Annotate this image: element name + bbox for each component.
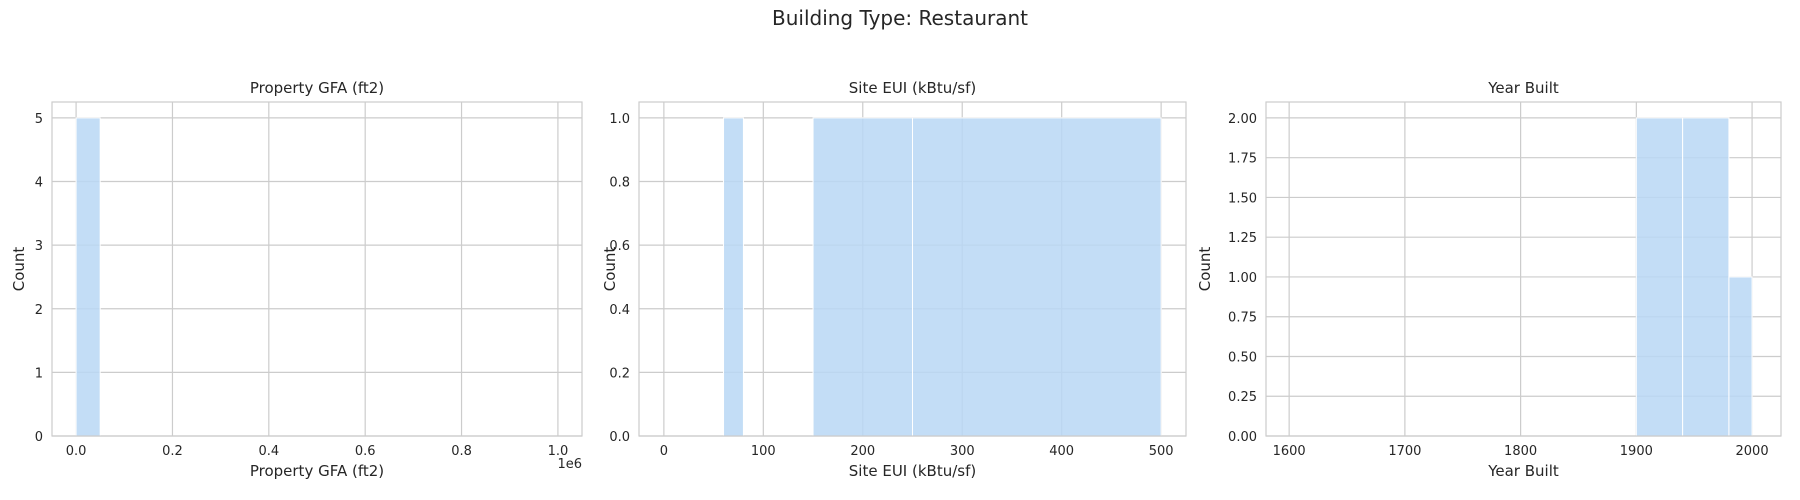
y-tick-label: 1.0	[609, 112, 630, 127]
x-tick-label: 200	[850, 444, 875, 459]
y-tick-label: 0.0	[609, 430, 630, 445]
histogram-bar	[912, 117, 1162, 437]
y-tick-label: 0.4	[609, 303, 630, 318]
y-tick-label: 1.75	[1228, 152, 1257, 167]
y-tick-label: 1	[35, 366, 43, 381]
x-tick-label: 0.0	[66, 444, 87, 459]
panel-title: Property GFA (ft2)	[250, 79, 384, 97]
y-tick-label: 1.00	[1228, 271, 1257, 286]
x-tick-label: 1700	[1388, 444, 1421, 459]
x-tick-label: 1.0	[548, 444, 569, 459]
x-tick-label: 1600	[1273, 444, 1306, 459]
x-tick-label: 0.8	[451, 444, 472, 459]
histogram-bar	[812, 117, 914, 437]
y-tick-label: 3	[35, 239, 43, 254]
y-tick-label: 0.00	[1228, 430, 1257, 445]
y-tick-label: 0.2	[609, 366, 630, 381]
histogram-bar	[723, 117, 744, 437]
y-tick-label: 2.00	[1228, 112, 1257, 127]
y-axis-label: Count	[1196, 247, 1214, 292]
y-tick-label: 5	[35, 112, 43, 127]
x-axis-label: Property GFA (ft2)	[250, 462, 384, 480]
x-tick-label: 500	[1149, 444, 1174, 459]
y-tick-label: 2	[35, 303, 43, 318]
y-tick-label: 0.75	[1228, 311, 1257, 326]
x-axis-label: Site EUI (kBtu/sf)	[849, 462, 976, 480]
y-tick-label: 0.50	[1228, 350, 1257, 365]
histogram-panel-3: 1600 1700 1800 1900 2000 0.00 0.25 0.50 0.75 1.00…	[1196, 79, 1782, 480]
y-tick-label: 0.25	[1228, 390, 1257, 405]
x-tick-label: 0.6	[355, 444, 376, 459]
x-offset-text: 1e6	[557, 457, 582, 472]
y-tick-label: 1.25	[1228, 231, 1257, 246]
y-tick-label: 1.50	[1228, 191, 1257, 206]
figure-title: Building Type: Restaurant	[771, 6, 1028, 30]
plot-frame	[1265, 101, 1782, 437]
y-axis-label: Count	[10, 247, 28, 292]
x-tick-label: 1900	[1620, 444, 1653, 459]
histogram-bar	[75, 117, 101, 437]
x-tick-label: 300	[950, 444, 975, 459]
panel-title: Year Built	[1487, 79, 1559, 97]
y-axis-label: Count	[601, 247, 619, 292]
x-tick-label: 2000	[1736, 444, 1769, 459]
y-tick-label: 0.6	[609, 239, 630, 254]
y-tick-label: 0.8	[609, 176, 630, 191]
histogram-panel-2: 0 100 200 300 400 500 0.0 0.2 0.4 0.6 0.8 1.0 Site E…	[601, 79, 1187, 480]
y-tick-label: 0	[35, 430, 43, 445]
x-tick-label: 100	[751, 444, 776, 459]
x-tick-label: 0	[660, 444, 668, 459]
plot-frame	[638, 101, 1187, 437]
plot-frame	[51, 101, 583, 437]
panel-title: Site EUI (kBtu/sf)	[849, 79, 976, 97]
x-tick-label: 0.2	[162, 444, 183, 459]
histogram-bar	[1682, 117, 1730, 437]
histogram-bar	[1635, 117, 1684, 437]
x-tick-label: 1800	[1504, 444, 1537, 459]
x-tick-label: 0.4	[258, 444, 279, 459]
y-tick-label: 4	[35, 176, 43, 191]
x-tick-label: 400	[1049, 444, 1074, 459]
histogram-bar	[1728, 276, 1753, 437]
x-axis-label: Year Built	[1487, 462, 1559, 480]
histogram-panel-1: 0.0 0.2 0.4 0.6 0.8 1.0 0 1 2 3 4 5 Property GFA (ft…	[10, 79, 583, 480]
